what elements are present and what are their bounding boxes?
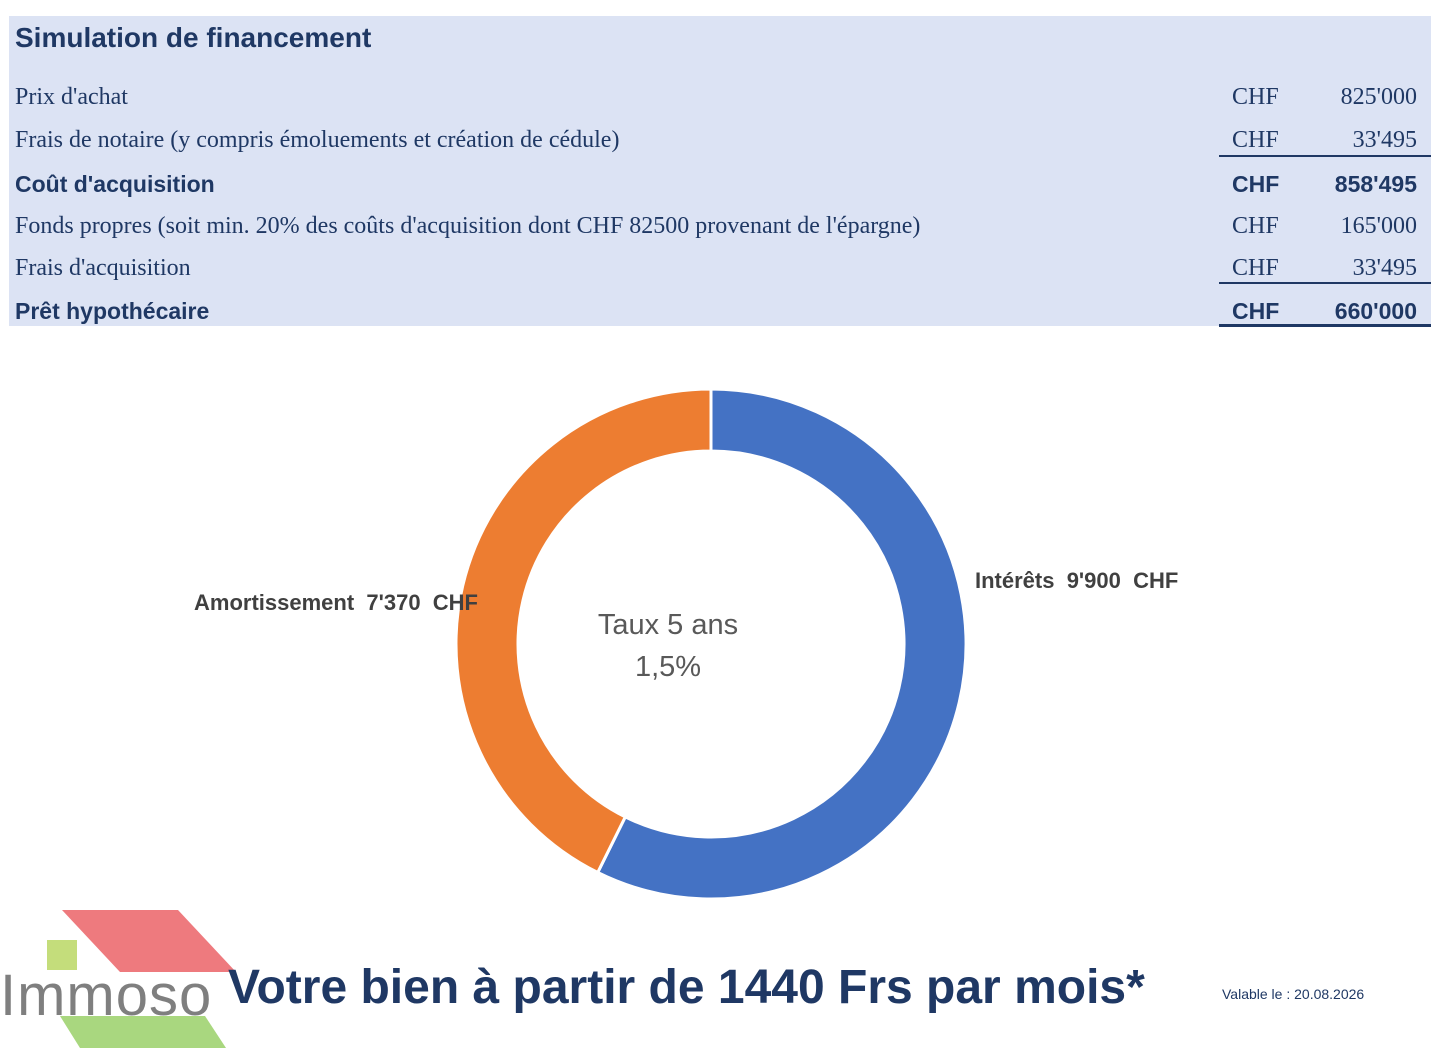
- logo-graphic: [47, 910, 236, 1048]
- row-label: Prix d'achat: [15, 84, 128, 110]
- logo-square-shape: [47, 940, 77, 970]
- row-value: 33'495: [1352, 127, 1417, 153]
- donut-chart: Intérêts 9'900 CHF Amortissement 7'370 CH…: [194, 387, 1178, 901]
- row-notary-fees: Frais de notaire (y compris émoluements …: [9, 127, 1431, 167]
- row-acquisition-fees: Frais d'acquisition CHF 33'495: [9, 255, 1431, 295]
- footer-headline: Votre bien à partir de 1440 Frs par mois…: [228, 961, 1145, 1014]
- row-mortgage-loan: Prêt hypothécaire CHF 660'000: [9, 298, 1431, 338]
- row-currency: CHF: [1232, 127, 1279, 153]
- row-currency: CHF: [1232, 171, 1280, 197]
- valid-date-text: Valable le : 20.08.2026: [1222, 986, 1365, 1002]
- row-currency: CHF: [1232, 298, 1280, 324]
- row-label: Coût d'acquisition: [15, 171, 215, 197]
- row-value: 165'000: [1340, 213, 1417, 239]
- row-label: Fonds propres (soit min. 20% des coûts d…: [15, 213, 921, 239]
- center-label-rate-value: 1,5%: [635, 651, 701, 683]
- financing-simulation-panel: Simulation de financement Prix d'achat C…: [9, 16, 1431, 327]
- row-equity: Fonds propres (soit min. 20% des coûts d…: [9, 213, 1431, 253]
- row-value: 33'495: [1352, 255, 1417, 281]
- row-value: 858'495: [1334, 171, 1417, 197]
- data-label-amortissement: Amortissement 7'370 CHF: [194, 590, 478, 615]
- row-currency: CHF: [1232, 255, 1279, 281]
- row-value: 825'000: [1340, 84, 1417, 110]
- row-currency: CHF: [1232, 84, 1279, 110]
- row-label: Frais d'acquisition: [15, 255, 191, 281]
- total-underline: [1219, 324, 1431, 327]
- row-value: 660'000: [1334, 298, 1417, 324]
- center-label-rate-term: Taux 5 ans: [598, 609, 738, 641]
- row-acquisition-cost: Coût d'acquisition CHF 858'495: [9, 171, 1431, 211]
- row-purchase-price: Prix d'achat CHF 825'000: [9, 84, 1431, 124]
- row-label: Frais de notaire (y compris émoluements …: [15, 127, 620, 153]
- donut-slice-amortissement: [454, 387, 713, 875]
- donut-slice-interets: [595, 387, 968, 901]
- subtotal-underline: [1219, 155, 1431, 157]
- row-currency: CHF: [1232, 213, 1279, 239]
- panel-title: Simulation de financement: [15, 22, 372, 53]
- logo-roof-shape: [62, 910, 236, 972]
- subtotal-underline: [1219, 282, 1431, 284]
- logo-text: Immoso: [0, 963, 213, 1028]
- data-label-interets: Intérêts 9'900 CHF: [975, 568, 1178, 593]
- row-label: Prêt hypothécaire: [15, 298, 210, 324]
- logo-stripe-shape: [60, 1016, 226, 1048]
